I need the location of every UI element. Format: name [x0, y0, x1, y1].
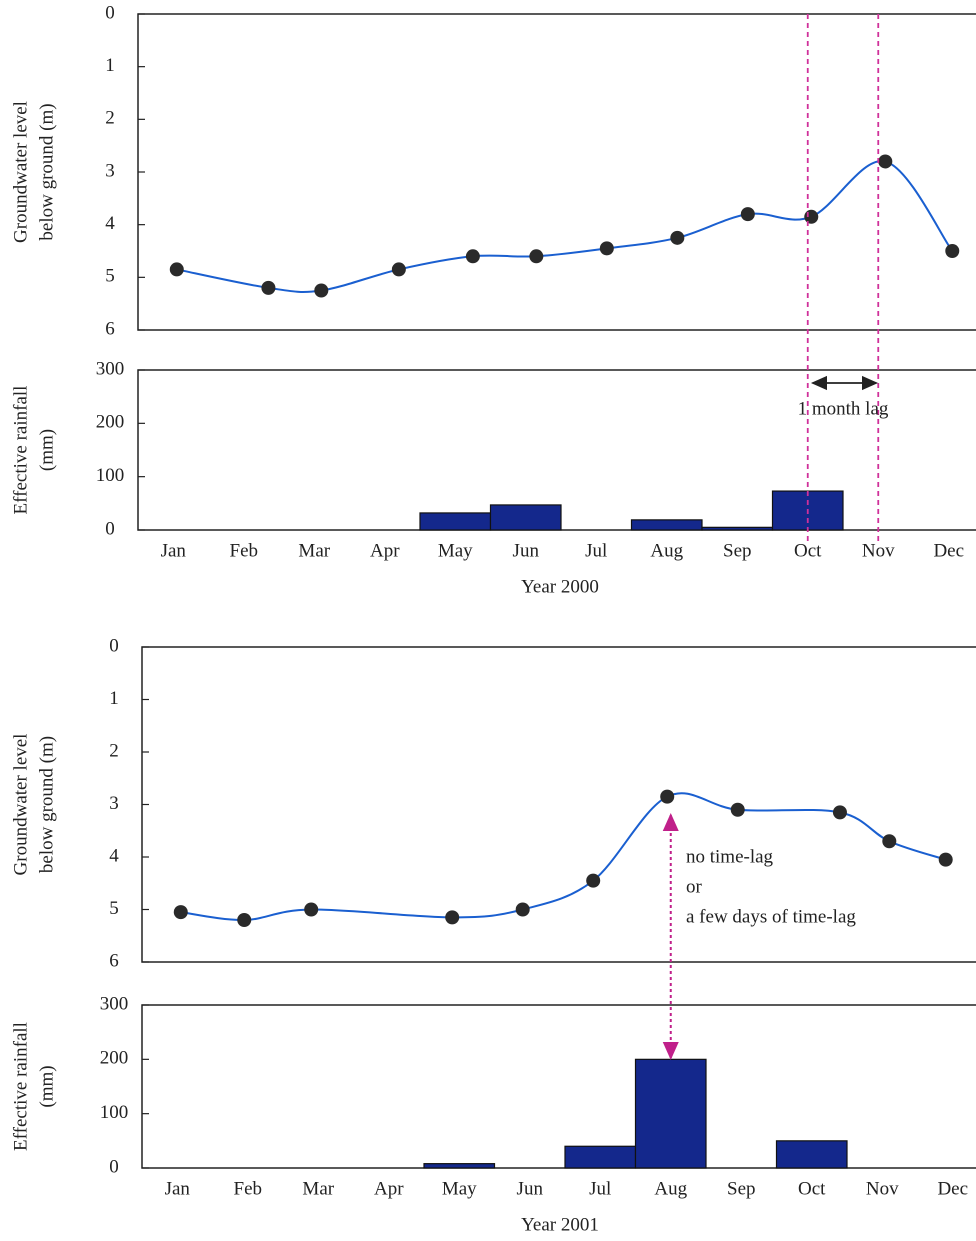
x-tick-label: Sep	[727, 1178, 756, 1199]
groundwater-point	[237, 913, 251, 927]
y-tick-label: 1	[109, 688, 119, 709]
x-tick-label: Oct	[794, 540, 822, 561]
groundwater-line	[177, 161, 953, 292]
y-tick-label: 2	[109, 740, 119, 761]
y-tick-label: 6	[109, 950, 119, 971]
x-tick-label: Oct	[798, 1178, 826, 1199]
x-tick-label: Jun	[517, 1178, 544, 1199]
x-axis-label: Year 2000	[521, 576, 599, 597]
groundwater-point	[529, 249, 543, 263]
x-tick-label: May	[442, 1178, 477, 1199]
annotation: no time-lag	[686, 846, 774, 867]
rain-bar	[424, 1164, 495, 1168]
groundwater-point	[804, 210, 818, 224]
groundwater-point	[466, 249, 480, 263]
groundwater-point	[586, 874, 600, 888]
y-tick-label: 6	[105, 318, 115, 339]
groundwater-point	[670, 231, 684, 245]
y-tick-label: 300	[96, 358, 125, 379]
y-tick-label: 5	[105, 266, 115, 287]
y-tick-label: 200	[100, 1048, 129, 1069]
plot-frame	[138, 14, 976, 330]
y-tick-label: 3	[105, 160, 115, 181]
y-axis-label: Effective rainfall	[10, 386, 31, 515]
x-tick-label: Dec	[933, 540, 964, 561]
x-tick-label: Apr	[370, 540, 400, 561]
groundwater-point	[741, 207, 755, 221]
x-tick-label: Mar	[298, 540, 330, 561]
groundwater-point	[833, 805, 847, 819]
groundwater-point	[882, 834, 896, 848]
x-tick-label: Jan	[165, 1178, 191, 1199]
groundwater-line	[181, 793, 946, 920]
rain-bar	[632, 520, 703, 530]
y-tick-label: 2	[105, 108, 115, 129]
x-tick-label: Nov	[866, 1178, 899, 1199]
x-tick-label: Aug	[650, 540, 683, 561]
y-tick-label: 200	[96, 412, 125, 433]
groundwater-point	[945, 244, 959, 258]
groundwater-point	[731, 803, 745, 817]
rain-bar	[636, 1059, 707, 1168]
groundwater-point	[392, 262, 406, 276]
y-tick-label: 300	[100, 993, 129, 1014]
x-tick-label: Jan	[161, 540, 187, 561]
x-axis-label: Year 2001	[521, 1214, 599, 1235]
x-tick-label: Dec	[937, 1178, 968, 1199]
y-tick-label: 100	[100, 1102, 129, 1123]
annotation: 1 month lag	[798, 398, 889, 419]
rain-bar	[565, 1146, 636, 1168]
y-axis-label: Groundwater level	[10, 734, 31, 876]
y-tick-label: 4	[109, 845, 119, 866]
x-tick-label: Aug	[654, 1178, 687, 1199]
x-tick-label: Sep	[723, 540, 752, 561]
x-tick-label: Mar	[302, 1178, 334, 1199]
figure: 0123456Groundwater levelbelow ground (m)…	[0, 0, 976, 1241]
x-tick-label: May	[438, 540, 473, 561]
y-axis-label: Effective rainfall	[10, 1022, 31, 1151]
x-tick-label: Nov	[862, 540, 895, 561]
groundwater-point	[170, 262, 184, 276]
y-tick-label: 0	[109, 1156, 119, 1177]
y-axis-label: (mm)	[36, 1065, 57, 1107]
rain-bar	[702, 527, 773, 530]
x-tick-label: Feb	[234, 1178, 263, 1199]
groundwater-point	[304, 903, 318, 917]
x-tick-label: Jul	[589, 1178, 611, 1199]
x-tick-label: Jul	[585, 540, 607, 561]
groundwater-point	[878, 154, 892, 168]
y-tick-label: 0	[105, 2, 115, 23]
y-axis-label: Groundwater level	[10, 101, 31, 243]
page: 0123456Groundwater levelbelow ground (m)…	[0, 0, 976, 1241]
y-tick-label: 4	[105, 213, 115, 234]
rain-bar	[420, 513, 491, 530]
y-axis-label: below ground (m)	[36, 736, 57, 873]
groundwater-point	[660, 790, 674, 804]
y-tick-label: 3	[109, 793, 119, 814]
x-tick-label: Feb	[230, 540, 259, 561]
rain-bar	[777, 1141, 848, 1168]
groundwater-point	[314, 284, 328, 298]
y-axis-label: (mm)	[36, 429, 57, 471]
x-tick-label: Jun	[513, 540, 540, 561]
groundwater-point	[261, 281, 275, 295]
annotation: a few days of time-lag	[686, 906, 856, 927]
groundwater-point	[939, 853, 953, 867]
x-tick-label: Apr	[374, 1178, 404, 1199]
groundwater-point	[174, 905, 188, 919]
y-tick-label: 5	[109, 898, 119, 919]
y-tick-label: 0	[105, 518, 115, 539]
y-tick-label: 1	[105, 55, 115, 76]
plot-frame	[142, 1005, 976, 1168]
groundwater-point	[445, 910, 459, 924]
y-tick-label: 100	[96, 465, 125, 486]
y-tick-label: 0	[109, 635, 119, 656]
groundwater-point	[600, 241, 614, 255]
groundwater-point	[516, 903, 530, 917]
annotation: or	[686, 876, 703, 897]
y-axis-label: below ground (m)	[36, 103, 57, 240]
rain-bar	[491, 505, 562, 530]
